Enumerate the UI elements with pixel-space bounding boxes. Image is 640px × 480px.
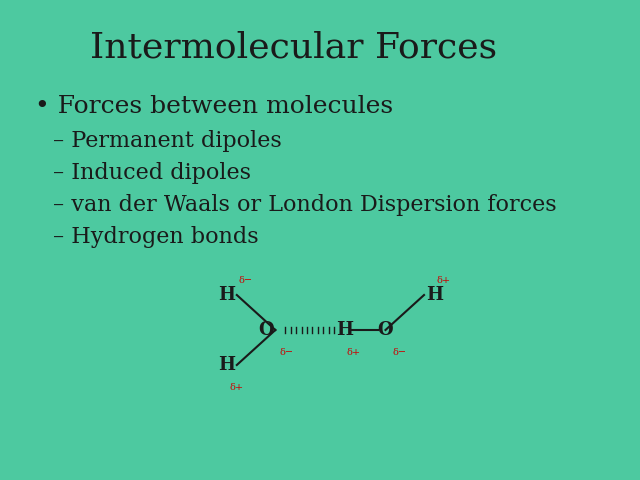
Text: δ+: δ+: [437, 276, 451, 285]
Text: H: H: [336, 321, 353, 339]
Text: – Permanent dipoles: – Permanent dipoles: [53, 130, 282, 152]
Text: – van der Waals or London Dispersion forces: – van der Waals or London Dispersion for…: [53, 194, 557, 216]
Text: Intermolecular Forces: Intermolecular Forces: [90, 30, 497, 64]
Text: δ+: δ+: [230, 383, 244, 392]
Text: H: H: [218, 286, 235, 304]
Text: • Forces between molecules: • Forces between molecules: [35, 95, 393, 118]
Text: – Hydrogen bonds: – Hydrogen bonds: [53, 226, 259, 248]
Text: δ+: δ+: [346, 348, 360, 357]
Text: δ−: δ−: [280, 348, 294, 357]
Text: – Induced dipoles: – Induced dipoles: [53, 162, 252, 184]
Text: δ−: δ−: [239, 276, 253, 285]
Text: O: O: [378, 321, 394, 339]
Text: δ−: δ−: [393, 348, 407, 357]
Text: H: H: [218, 356, 235, 374]
Text: H: H: [426, 286, 443, 304]
Text: O: O: [258, 321, 273, 339]
